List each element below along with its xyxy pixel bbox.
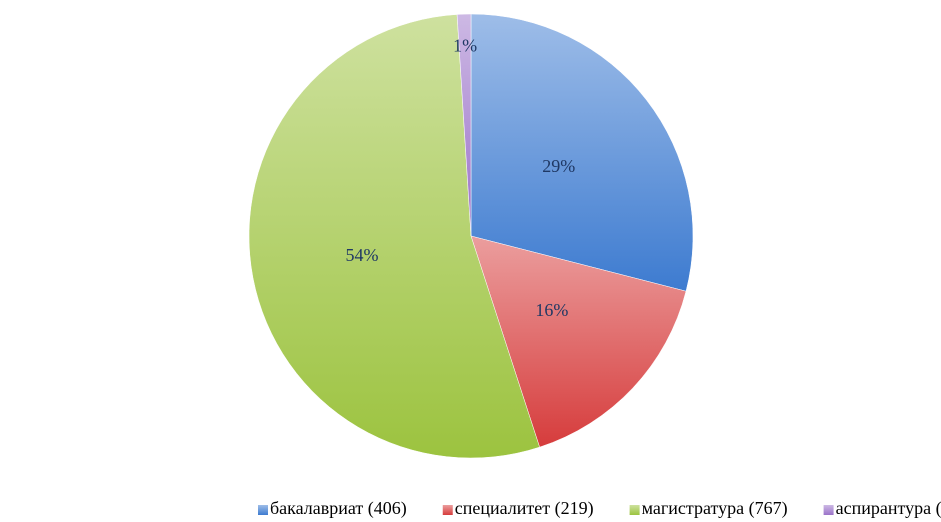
data-label: 16%: [535, 300, 568, 320]
pie-slice: [248, 14, 540, 459]
legend-label: бакалавриат (406): [270, 498, 407, 519]
legend-label: специалитет (219): [455, 498, 594, 519]
data-label: 1%: [453, 36, 477, 56]
legend-label: магистратура (767): [642, 498, 788, 519]
legend-label: аспирантура (16): [836, 498, 941, 519]
data-label: 29%: [542, 156, 575, 176]
data-label: 54%: [345, 245, 378, 265]
legend-marker: [258, 505, 268, 515]
pie-slice: [470, 13, 694, 292]
pie-slice: [470, 235, 687, 448]
legend-marker: [442, 505, 453, 515]
legend-marker: [629, 505, 640, 515]
pie-slice: [456, 13, 472, 237]
legend-marker: [823, 505, 834, 515]
